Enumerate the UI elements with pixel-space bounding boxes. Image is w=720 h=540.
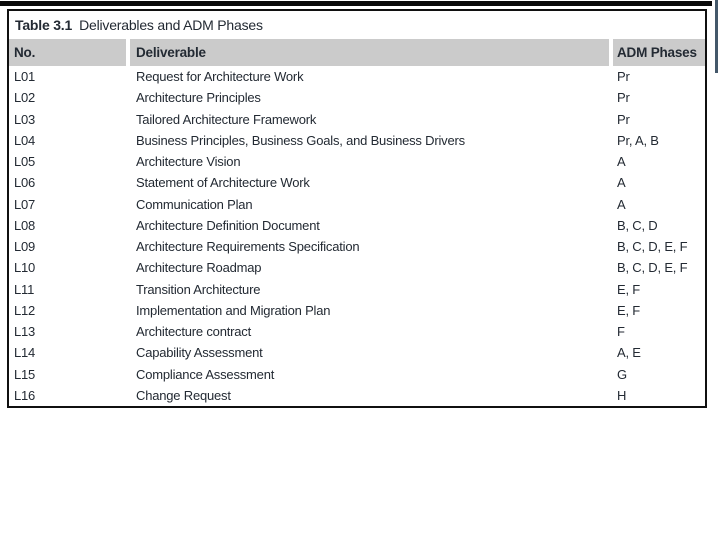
row-phases: B, C, D bbox=[617, 217, 658, 233]
row-no: L02 bbox=[14, 90, 36, 106]
row-phases: B, C, D, E, F bbox=[617, 260, 688, 276]
row-deliverable: Statement of Architecture Work bbox=[136, 175, 310, 191]
column-header-deliverable: Deliverable bbox=[130, 39, 609, 66]
row-deliverable: Tailored Architecture Framework bbox=[136, 111, 317, 127]
row-no: L15 bbox=[14, 366, 36, 382]
table-row: L05 Architecture Vision A bbox=[9, 151, 705, 172]
row-phases: A, E bbox=[617, 345, 641, 361]
row-no: L07 bbox=[14, 196, 36, 212]
row-phases: Pr, A, B bbox=[617, 132, 659, 148]
row-no: L16 bbox=[14, 387, 36, 403]
table-row: L12 Implementation and Migration Plan E,… bbox=[9, 300, 705, 321]
row-no: L08 bbox=[14, 217, 36, 233]
row-phases: E, F bbox=[617, 281, 641, 297]
row-deliverable: Implementation and Migration Plan bbox=[136, 302, 331, 318]
header-gap bbox=[609, 39, 613, 66]
header-gap bbox=[126, 39, 130, 66]
row-deliverable: Request for Architecture Work bbox=[136, 69, 304, 85]
table-row: L08 Architecture Definition Document B, … bbox=[9, 215, 705, 236]
table-row: L10 Architecture Roadmap B, C, D, E, F bbox=[9, 257, 705, 278]
row-deliverable: Change Request bbox=[136, 387, 231, 403]
row-deliverable: Transition Architecture bbox=[136, 281, 261, 297]
row-no: L06 bbox=[14, 175, 36, 191]
table-row: L09 Architecture Requirements Specificat… bbox=[9, 236, 705, 257]
row-no: L09 bbox=[14, 239, 36, 255]
table-header-row: No. Deliverable ADM Phases bbox=[9, 39, 705, 66]
row-phases: Pr bbox=[617, 111, 630, 127]
table-row: L16 Change Request H bbox=[9, 385, 705, 406]
row-deliverable: Business Principles, Business Goals, and… bbox=[136, 132, 465, 148]
row-phases: Pr bbox=[617, 69, 630, 85]
table-row: L15 Compliance Assessment G bbox=[9, 364, 705, 385]
row-phases: H bbox=[617, 387, 627, 403]
row-no: L11 bbox=[14, 281, 35, 297]
row-no: L03 bbox=[14, 111, 36, 127]
top-divider-bar bbox=[0, 1, 712, 6]
table-caption-title: Deliverables and ADM Phases bbox=[79, 17, 263, 33]
row-no: L04 bbox=[14, 132, 36, 148]
row-phases: Pr bbox=[617, 90, 630, 106]
row-phases: F bbox=[617, 324, 625, 340]
row-deliverable: Architecture Requirements Specification bbox=[136, 239, 360, 255]
column-header-adm-phases: ADM Phases bbox=[613, 39, 705, 66]
row-no: L01 bbox=[14, 69, 36, 85]
row-phases: B, C, D, E, F bbox=[617, 239, 688, 255]
row-deliverable: Architecture Vision bbox=[136, 154, 241, 170]
table-row: L07 Communication Plan A bbox=[9, 194, 705, 215]
table-caption: Table 3.1 Deliverables and ADM Phases bbox=[9, 11, 705, 39]
row-no: L12 bbox=[14, 302, 36, 318]
table-row: L06 Statement of Architecture Work A bbox=[9, 172, 705, 193]
table-caption-number: Table 3.1 bbox=[15, 17, 73, 33]
right-edge-line bbox=[715, 0, 718, 73]
row-deliverable: Capability Assessment bbox=[136, 345, 263, 361]
row-phases: A bbox=[617, 154, 626, 170]
table-body: L01 Request for Architecture Work Pr L02… bbox=[9, 66, 705, 406]
row-no: L13 bbox=[14, 324, 36, 340]
row-phases: G bbox=[617, 366, 627, 382]
row-no: L05 bbox=[14, 154, 36, 170]
table-row: L11 Transition Architecture E, F bbox=[9, 279, 705, 300]
row-deliverable: Communication Plan bbox=[136, 196, 253, 212]
column-header-no: No. bbox=[9, 39, 126, 66]
row-deliverable: Compliance Assessment bbox=[136, 366, 275, 382]
table-row: L14 Capability Assessment A, E bbox=[9, 342, 705, 363]
row-deliverable: Architecture Roadmap bbox=[136, 260, 262, 276]
table-row: L02 Architecture Principles Pr bbox=[9, 87, 705, 108]
row-phases: A bbox=[617, 175, 626, 191]
table-row: L04 Business Principles, Business Goals,… bbox=[9, 130, 705, 151]
deliverables-table: Table 3.1 Deliverables and ADM Phases No… bbox=[7, 9, 707, 408]
row-deliverable: Architecture Principles bbox=[136, 90, 261, 106]
row-deliverable: Architecture Definition Document bbox=[136, 217, 320, 233]
row-no: L10 bbox=[14, 260, 36, 276]
row-deliverable: Architecture contract bbox=[136, 324, 252, 340]
row-phases: E, F bbox=[617, 302, 641, 318]
table-row: L13 Architecture contract F bbox=[9, 321, 705, 342]
row-no: L14 bbox=[14, 345, 36, 361]
table-row: L03 Tailored Architecture Framework Pr bbox=[9, 109, 705, 130]
row-phases: A bbox=[617, 196, 626, 212]
table-row: L01 Request for Architecture Work Pr bbox=[9, 66, 705, 87]
